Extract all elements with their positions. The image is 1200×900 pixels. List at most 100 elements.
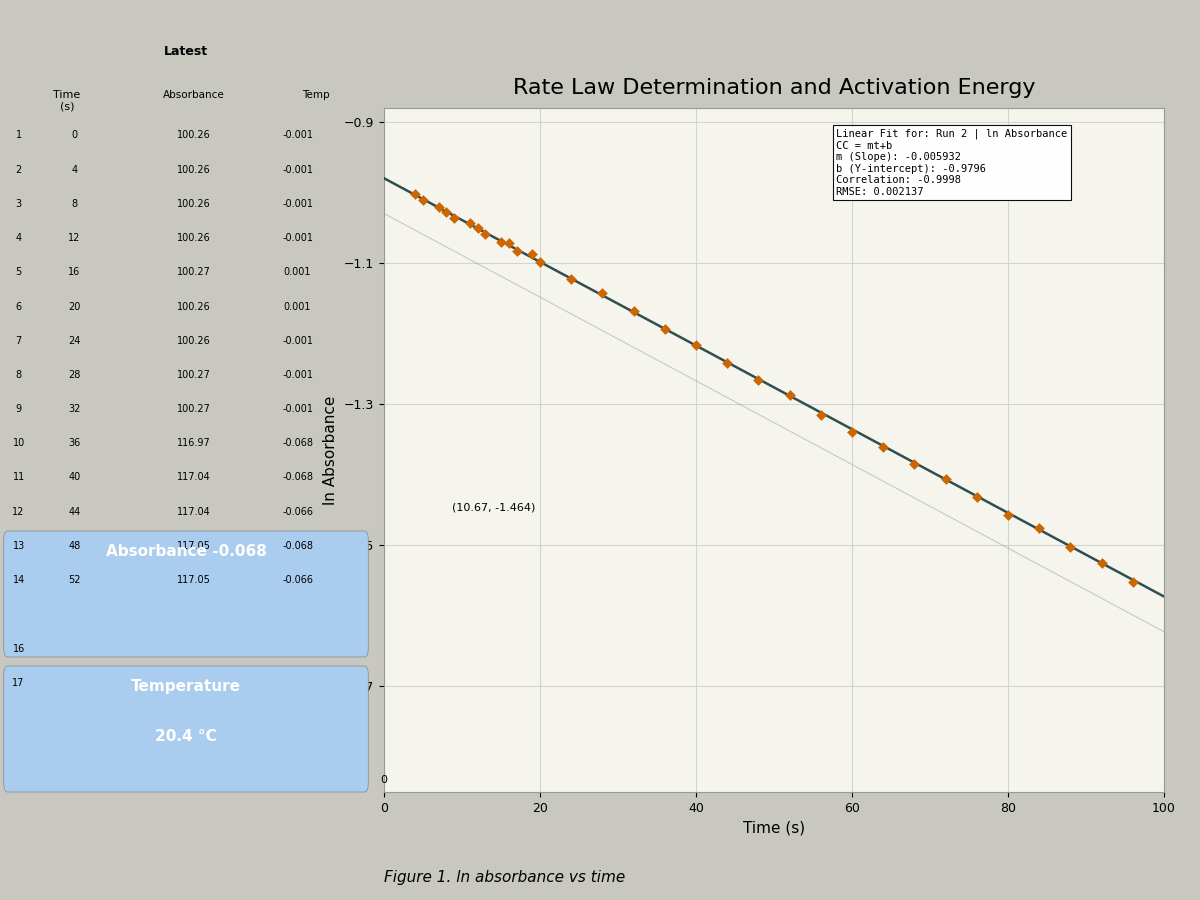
Text: -0.068: -0.068	[282, 472, 313, 482]
Point	[967, 491, 986, 505]
Point	[444, 212, 463, 226]
FancyBboxPatch shape	[4, 666, 368, 792]
Text: 100.26: 100.26	[176, 302, 210, 311]
Text: 4: 4	[16, 233, 22, 243]
Text: -0.066: -0.066	[282, 507, 313, 517]
Text: 48: 48	[68, 541, 80, 551]
Point	[1061, 539, 1080, 554]
Text: -0.001: -0.001	[282, 370, 313, 380]
Point	[430, 200, 449, 214]
Point	[492, 234, 511, 248]
Text: 36: 36	[68, 438, 80, 448]
Text: -0.001: -0.001	[282, 336, 313, 346]
Point	[1092, 556, 1111, 571]
Point	[413, 194, 433, 208]
Title: Rate Law Determination and Activation Energy: Rate Law Determination and Activation En…	[512, 78, 1036, 98]
Text: 12: 12	[12, 507, 25, 517]
Text: 20: 20	[68, 302, 80, 311]
Text: -0.001: -0.001	[282, 165, 313, 175]
Point	[874, 439, 893, 454]
Point	[461, 216, 480, 230]
Point	[406, 187, 425, 202]
Text: 11: 11	[12, 472, 25, 482]
Text: 16: 16	[12, 644, 25, 653]
Text: 117.05: 117.05	[176, 575, 210, 585]
Point	[842, 425, 862, 439]
Text: Temp: Temp	[302, 90, 330, 100]
Point	[811, 408, 830, 422]
Text: 2: 2	[16, 165, 22, 175]
Point	[624, 304, 643, 319]
Text: -0.068: -0.068	[282, 438, 313, 448]
Text: 20.4 °C: 20.4 °C	[155, 729, 217, 744]
Point	[998, 508, 1018, 522]
X-axis label: Time (s): Time (s)	[743, 820, 805, 835]
Text: Latest: Latest	[164, 45, 208, 58]
Point	[1123, 574, 1142, 589]
Text: Linear Fit for: Run 2 | ln Absorbance
CC = mt+b
m (Slope): -0.005932
b (Y-interc: Linear Fit for: Run 2 | ln Absorbance CC…	[836, 129, 1068, 197]
Text: 100.27: 100.27	[176, 404, 210, 414]
Text: 9: 9	[16, 404, 22, 414]
Text: Absorbance: Absorbance	[162, 90, 224, 100]
Point	[508, 243, 527, 257]
Text: 44: 44	[68, 507, 80, 517]
Point	[523, 247, 542, 261]
Text: (10.67, -1.464): (10.67, -1.464)	[451, 503, 535, 513]
Point	[749, 373, 768, 387]
Text: 52: 52	[68, 575, 80, 585]
Point	[530, 255, 550, 269]
Text: 24: 24	[68, 336, 80, 346]
Text: Time
(s): Time (s)	[53, 90, 80, 112]
Point	[780, 388, 799, 402]
Text: 0.001: 0.001	[284, 267, 311, 277]
Text: 16: 16	[68, 267, 80, 277]
Text: 40: 40	[68, 472, 80, 482]
Text: 100.27: 100.27	[176, 267, 210, 277]
Text: 8: 8	[71, 199, 78, 209]
Point	[562, 272, 581, 286]
Text: 5: 5	[16, 267, 22, 277]
Y-axis label: ln Absorbance: ln Absorbance	[323, 395, 338, 505]
Text: 13: 13	[12, 541, 25, 551]
Point	[475, 227, 496, 241]
Text: 116.97: 116.97	[176, 438, 210, 448]
Text: 32: 32	[68, 404, 80, 414]
Text: 4: 4	[71, 165, 78, 175]
Point	[499, 236, 518, 250]
Text: 12: 12	[68, 233, 80, 243]
Point	[468, 220, 487, 235]
Text: 100.26: 100.26	[176, 199, 210, 209]
Text: 3: 3	[16, 199, 22, 209]
Point	[437, 204, 456, 219]
Text: 10: 10	[12, 438, 25, 448]
Text: -0.066: -0.066	[282, 575, 313, 585]
Text: Temperature: Temperature	[131, 680, 241, 695]
Point	[686, 338, 706, 352]
Text: -0.001: -0.001	[282, 199, 313, 209]
Text: 117.05: 117.05	[176, 541, 210, 551]
Point	[1030, 520, 1049, 535]
Text: -0.001: -0.001	[282, 233, 313, 243]
Point	[718, 356, 737, 370]
Text: 7: 7	[16, 336, 22, 346]
Text: 0: 0	[380, 775, 388, 785]
Text: 0: 0	[71, 130, 78, 140]
Text: 100.26: 100.26	[176, 165, 210, 175]
Text: 0.001: 0.001	[284, 302, 311, 311]
Text: 6: 6	[16, 302, 22, 311]
Text: 117.04: 117.04	[176, 472, 210, 482]
Text: 8: 8	[16, 370, 22, 380]
Text: 100.26: 100.26	[176, 130, 210, 140]
Text: 117.04: 117.04	[176, 507, 210, 517]
Text: 100.27: 100.27	[176, 370, 210, 380]
Text: 100.26: 100.26	[176, 336, 210, 346]
Text: Absorbance -0.068: Absorbance -0.068	[106, 544, 266, 560]
Text: 14: 14	[12, 575, 25, 585]
FancyBboxPatch shape	[4, 531, 368, 657]
Text: -0.001: -0.001	[282, 130, 313, 140]
Point	[905, 457, 924, 472]
Point	[655, 322, 674, 337]
Text: 17: 17	[12, 678, 25, 688]
Text: -0.001: -0.001	[282, 404, 313, 414]
Text: 1: 1	[16, 130, 22, 140]
